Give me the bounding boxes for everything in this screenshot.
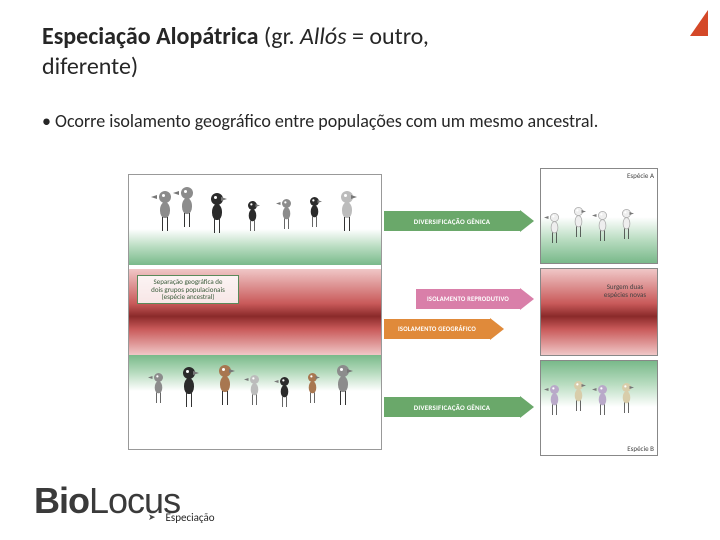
arrow-geographic-isolation: ISOLAMENTO GEOGRÁFICO [384,318,504,340]
bird-icon [305,373,320,405]
bullet-text: • Ocorre isolamento geográfico entre pop… [42,110,678,133]
slide-breadcrumb: ➤ Especiação [148,511,215,524]
speciation-diagram: Separação geográfica de dois grupos popu… [128,174,658,452]
top-population-panel [129,185,381,269]
arrow-label: DIVERSIFICAÇÃO GÊNICA [384,397,520,417]
arrow-label: ISOLAMENTO REPRODUTIVO [416,289,520,309]
separation-label-l3: (espécie ancestral) [141,293,235,301]
title-part1: Especiação Alopátrica [42,22,258,51]
arrow-head-icon [520,396,534,418]
separation-label: Separação geográfica de dois grupos popu… [137,275,239,304]
bird-icon [277,377,292,409]
slide-corner-decoration [690,10,708,36]
slide-title: Especiação Alopátrica (gr. Allós = outro… [0,0,720,86]
geographic-barrier: Separação geográfica de dois grupos popu… [129,269,381,355]
bullet-block: • Ocorre isolamento geográfico entre pop… [0,86,720,133]
breadcrumb-text: Especiação [166,511,215,524]
arrow-head-icon [520,210,534,232]
bird-icon [307,197,322,229]
arrow-head-icon [490,318,504,340]
logo-part1: Bio [34,480,89,521]
species-b-label: Espécie B [627,444,654,453]
species-a-label: Espécie A [627,171,654,180]
bird-icon [279,199,294,231]
bird-icon [547,385,562,417]
ground-top [129,229,381,265]
arrow-label: ISOLAMENTO GEOGRÁFICO [384,319,490,339]
bird-icon [547,213,562,245]
bird-icon [207,193,227,235]
arrow-label: DIVERSIFICAÇÃO GÊNICA [384,211,520,231]
bird-icon [337,191,357,233]
right-barrier-panel: Surgem duas espécies novas [540,268,658,355]
bird-icon [571,381,586,413]
bird-icon [155,191,175,233]
diagram-right-column: Espécie A Surgem duas espécies novas Esp… [540,168,658,456]
species-b-panel: Espécie B [540,360,658,456]
right-mid-label: Surgem duas espécies novas [595,283,655,298]
arrow-head-icon [520,288,534,310]
title-part2-post: = outro, [347,22,429,51]
bird-icon [151,373,166,405]
chevron-right-icon: ➤ [148,512,156,523]
bird-icon [619,209,634,241]
bird-icon [247,375,262,407]
title-line2: diferente) [42,52,678,82]
bird-icon [595,211,610,243]
bottom-population-panel [129,355,381,439]
bird-icon [179,367,199,409]
bird-icon [595,385,610,417]
title-part2-pre: (gr. [264,22,300,51]
diagram-left-panel: Separação geográfica de dois grupos popu… [128,174,382,450]
species-a-panel: Espécie A [540,168,658,264]
bird-icon [245,201,260,233]
title-part2-italic: Allós [300,22,347,51]
arrow-diversification-bottom: DIVERSIFICAÇÃO GÊNICA [384,396,534,418]
bird-icon [619,383,634,415]
arrow-reproductive-isolation: ISOLAMENTO REPRODUTIVO [416,288,534,310]
bird-icon [177,187,197,229]
bird-icon [571,207,586,239]
right-mid-l2: espécies novas [595,291,655,299]
bird-icon [215,365,235,407]
arrow-diversification-top: DIVERSIFICAÇÃO GÊNICA [384,210,534,232]
bird-icon [333,365,353,407]
